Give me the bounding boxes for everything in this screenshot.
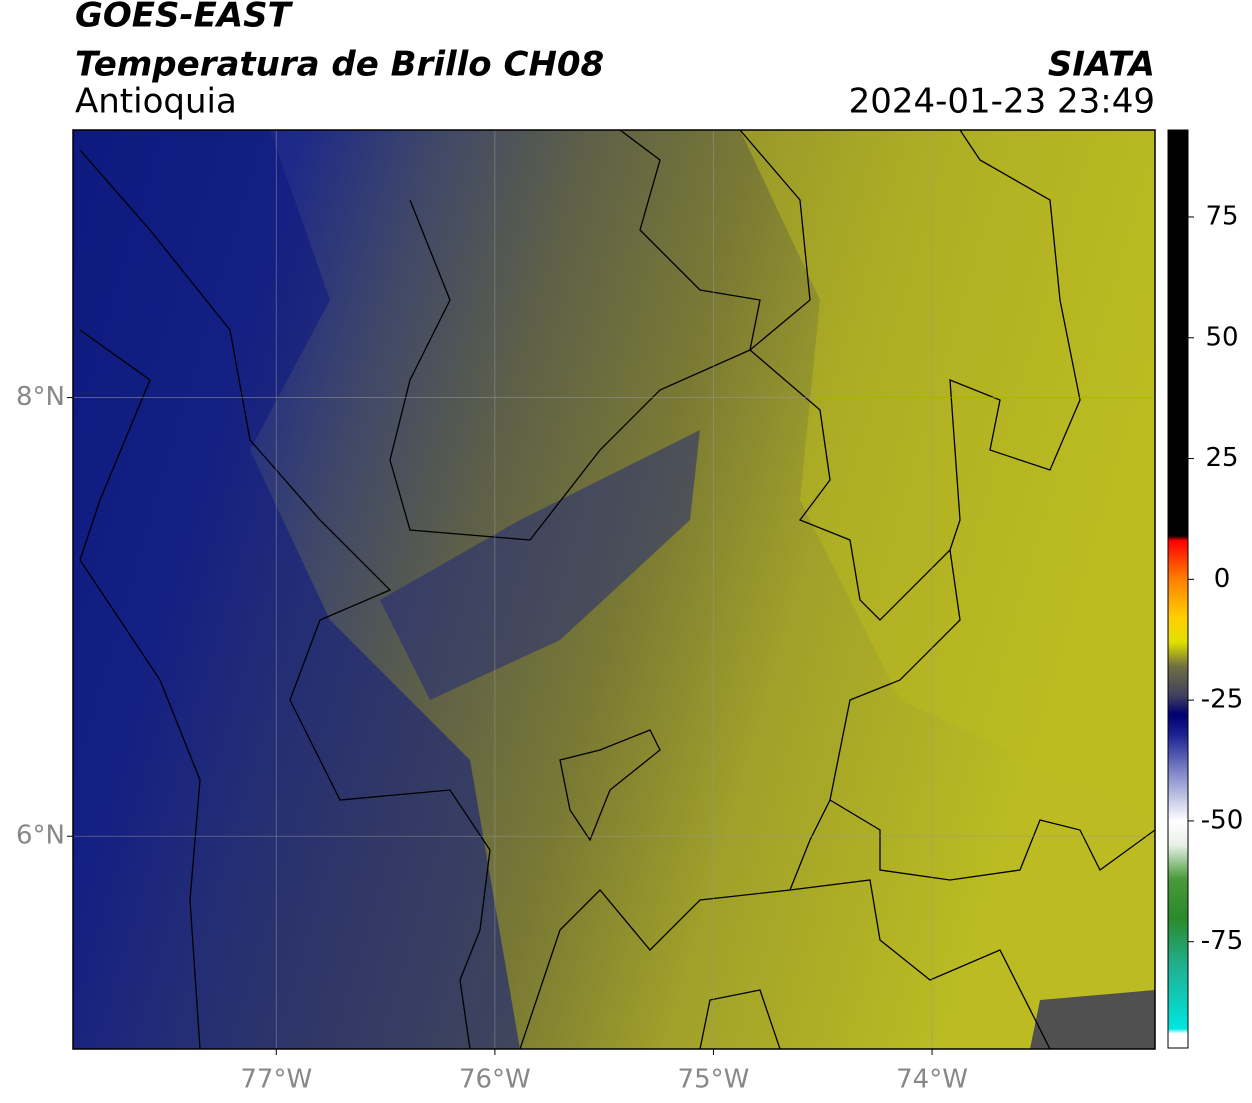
source: SIATA — [1048, 45, 1155, 85]
lon-tick-label: 77°W — [240, 1065, 312, 1095]
map-frame — [72, 129, 1156, 1050]
map-field — [73, 130, 1155, 1049]
datetime: 2024-01-23 23:49 — [849, 82, 1155, 122]
region: Antioquia — [75, 82, 237, 122]
colorbar-tick-label: 25 — [1205, 443, 1238, 473]
colorbar-tick-label: 75 — [1205, 201, 1238, 231]
graticule — [73, 130, 1155, 1049]
lon-tick-label: 74°W — [896, 1065, 968, 1095]
cold-region — [73, 130, 520, 1049]
product: Temperatura de Brillo CH08 — [75, 45, 604, 85]
colorbar-tick-label: 0 — [1214, 564, 1231, 594]
lon-tick-label: 75°W — [678, 1065, 750, 1095]
warm-patch — [1030, 990, 1155, 1049]
warm-region — [740, 130, 1155, 820]
cold-band — [380, 430, 700, 700]
lat-tick-label: 8°N — [16, 382, 65, 412]
colorbar-tick-label: -50 — [1201, 805, 1243, 835]
colorbar-tick-label: -75 — [1201, 926, 1243, 956]
colorbar-tick-label: -25 — [1201, 685, 1243, 715]
lat-tick-label: 6°N — [16, 821, 65, 851]
lon-tick-label: 76°W — [459, 1065, 531, 1095]
satellite: GOES-EAST — [75, 0, 294, 36]
colorbar — [1167, 129, 1189, 1049]
borders — [79, 130, 1155, 1049]
colorbar-tick-label: 50 — [1205, 322, 1238, 352]
